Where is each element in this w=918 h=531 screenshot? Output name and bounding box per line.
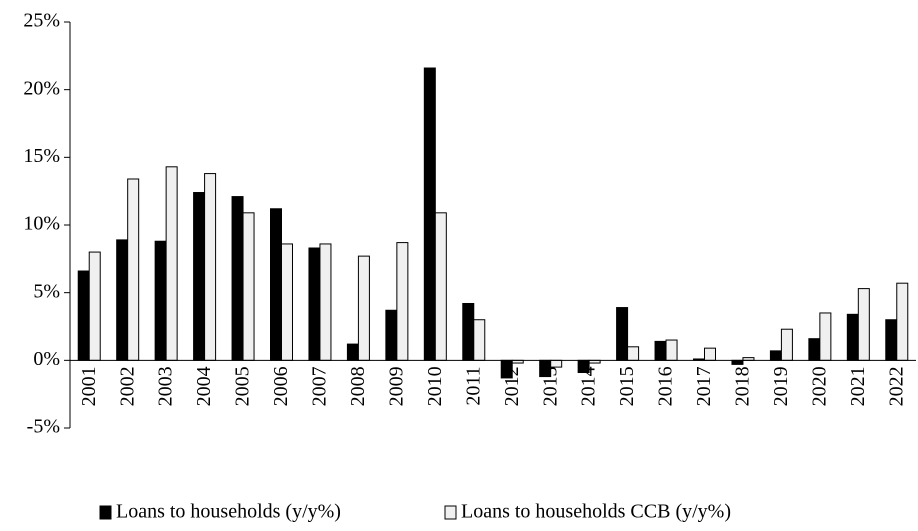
bar	[231, 196, 244, 361]
bar	[616, 307, 629, 361]
x-tick-label: 2008	[347, 366, 369, 406]
bar	[204, 173, 217, 361]
bar	[665, 339, 678, 361]
bar	[385, 309, 398, 361]
bar	[319, 243, 332, 361]
bar	[154, 240, 167, 361]
bar	[473, 319, 486, 361]
bar	[193, 192, 206, 361]
legend-label: Loans to households (y/y%)	[116, 501, 341, 523]
y-tick-label: 15%	[23, 145, 60, 167]
x-tick-label: 2013	[539, 366, 561, 406]
y-tick-label: 5%	[33, 280, 60, 302]
bar	[808, 338, 821, 361]
x-tick-label: 2015	[616, 366, 638, 406]
bar	[116, 239, 129, 361]
x-tick-label: 2004	[193, 366, 215, 406]
bar	[704, 347, 716, 361]
x-tick-label: 2007	[309, 366, 331, 406]
bar	[654, 340, 667, 361]
x-tick-label: 2005	[232, 366, 254, 406]
bar	[346, 343, 359, 361]
bar	[819, 312, 832, 361]
bar	[550, 359, 563, 368]
bar	[857, 288, 870, 361]
legend-label: Loans to households CCB (y/y%)	[461, 501, 731, 523]
bar	[396, 242, 409, 361]
bar	[357, 255, 370, 361]
x-tick-label: 2014	[578, 366, 600, 406]
x-tick-label: 2002	[116, 366, 138, 406]
bar	[270, 208, 282, 361]
bar	[769, 350, 782, 361]
bar	[731, 359, 744, 365]
bar	[127, 178, 140, 361]
bar	[462, 302, 475, 361]
bar	[627, 346, 640, 361]
x-tick-label: 2009	[385, 366, 407, 406]
x-tick-label: 2019	[770, 366, 792, 406]
bar	[77, 270, 90, 361]
bar	[434, 212, 447, 361]
x-tick-label: 2017	[693, 366, 715, 406]
x-tick-label: 2006	[270, 366, 292, 406]
x-tick-label: 2011	[462, 366, 484, 405]
x-tick-label: 2022	[885, 366, 907, 406]
bar	[88, 251, 101, 361]
x-tick-label: 2016	[655, 366, 677, 406]
x-tick-label: 2012	[501, 366, 523, 406]
legend-swatch	[99, 505, 112, 520]
y-tick-label: 20%	[23, 77, 60, 99]
x-tick-label: 2021	[847, 366, 869, 406]
legend-swatch	[444, 505, 457, 520]
y-tick-label: 25%	[23, 10, 60, 32]
bar	[423, 67, 436, 361]
bar	[281, 243, 293, 361]
y-tick-label: -5%	[27, 416, 60, 438]
x-tick-label: 2010	[424, 366, 446, 406]
bar	[242, 212, 255, 361]
bar	[780, 328, 793, 361]
x-tick-label: 2003	[155, 366, 177, 406]
y-tick-label: 10%	[23, 213, 60, 235]
bar	[308, 247, 321, 361]
bar	[896, 282, 909, 361]
x-tick-label: 2018	[732, 366, 754, 406]
x-tick-label: 2001	[78, 366, 100, 406]
y-tick-label: 0%	[33, 348, 60, 370]
bar	[165, 166, 178, 361]
bar	[846, 313, 859, 361]
bar	[885, 319, 898, 361]
x-tick-label: 2020	[808, 366, 830, 406]
